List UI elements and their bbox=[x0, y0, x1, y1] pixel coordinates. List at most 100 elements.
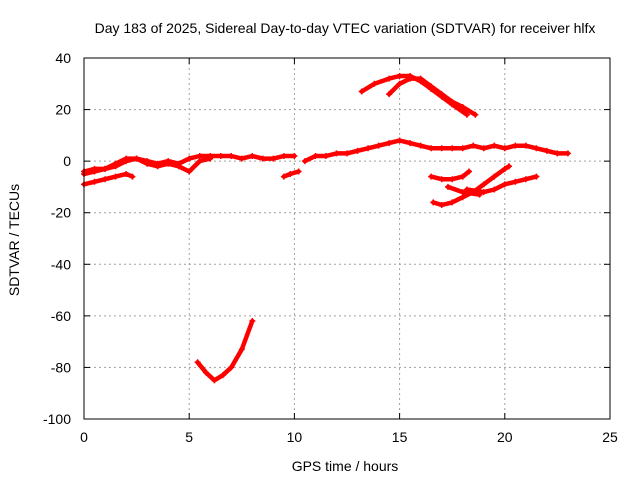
x-tick-label: 20 bbox=[497, 429, 513, 445]
data-point bbox=[144, 160, 151, 167]
data-point bbox=[564, 150, 571, 157]
data-point bbox=[295, 168, 302, 175]
data-point bbox=[322, 152, 329, 159]
data-point bbox=[344, 150, 350, 157]
data-point bbox=[438, 91, 445, 98]
data-point bbox=[459, 173, 466, 180]
data-point bbox=[417, 75, 424, 82]
x-tick-label: 10 bbox=[287, 429, 303, 445]
data-point bbox=[228, 152, 235, 159]
data-point bbox=[554, 150, 561, 157]
data-point bbox=[154, 163, 161, 170]
y-tick-label: -100 bbox=[43, 411, 71, 427]
data-point bbox=[463, 111, 470, 118]
data-point bbox=[287, 171, 294, 178]
data-point bbox=[501, 181, 508, 188]
data-point bbox=[459, 194, 466, 201]
data-point bbox=[522, 176, 529, 183]
series-track-main-2 bbox=[81, 155, 214, 178]
data-point bbox=[407, 140, 414, 147]
data-point bbox=[194, 359, 201, 366]
data-point bbox=[196, 158, 203, 165]
data-point bbox=[396, 137, 403, 144]
data-point bbox=[333, 150, 340, 157]
data-point bbox=[407, 75, 414, 82]
data-point bbox=[533, 145, 540, 152]
data-point bbox=[438, 176, 445, 183]
data-point bbox=[249, 152, 256, 159]
data-point bbox=[512, 142, 519, 149]
data-point bbox=[301, 158, 308, 165]
data-point bbox=[123, 155, 130, 162]
y-tick-label: -80 bbox=[51, 359, 71, 375]
data-point bbox=[386, 75, 393, 82]
data-point bbox=[449, 176, 456, 183]
data-point bbox=[449, 98, 456, 105]
data-point bbox=[129, 173, 136, 180]
x-axis-label: GPS time / hours bbox=[292, 458, 399, 474]
series-track-mid bbox=[301, 137, 571, 165]
data-point bbox=[203, 369, 210, 376]
data-point bbox=[186, 155, 193, 162]
data-point bbox=[112, 173, 119, 180]
data-point bbox=[470, 142, 477, 149]
data-point bbox=[512, 178, 519, 185]
data-point bbox=[270, 155, 277, 162]
series-curve-low bbox=[194, 318, 256, 384]
data-point bbox=[175, 163, 182, 170]
data-point bbox=[522, 142, 529, 149]
data-point bbox=[375, 142, 382, 149]
data-point bbox=[444, 183, 451, 190]
data-point bbox=[459, 189, 466, 196]
data-point bbox=[207, 155, 214, 162]
data-point bbox=[480, 189, 487, 196]
data-point bbox=[480, 181, 487, 188]
data-point bbox=[280, 173, 287, 180]
chart-title: Day 183 of 2025, Sidereal Day-to-day VTE… bbox=[95, 20, 596, 36]
data-point bbox=[102, 165, 109, 172]
data-point bbox=[365, 145, 372, 152]
data-point bbox=[102, 176, 109, 183]
x-tick-label: 15 bbox=[392, 429, 408, 445]
data-point bbox=[123, 171, 130, 178]
data-point bbox=[280, 152, 287, 159]
data-point bbox=[417, 142, 424, 149]
data-point bbox=[449, 199, 456, 206]
data-point bbox=[133, 155, 140, 162]
series-line bbox=[81, 171, 135, 187]
data-point bbox=[491, 186, 498, 193]
data-point bbox=[533, 173, 540, 180]
y-tick-label: -60 bbox=[51, 308, 71, 324]
data-point bbox=[480, 145, 487, 152]
y-tick-label: -20 bbox=[51, 205, 71, 221]
y-tick-label: 40 bbox=[55, 50, 71, 66]
data-point bbox=[291, 152, 298, 159]
data-point bbox=[506, 163, 513, 170]
data-point bbox=[491, 142, 498, 149]
data-point bbox=[371, 80, 378, 87]
data-point bbox=[396, 73, 403, 80]
data-point bbox=[428, 145, 435, 152]
data-point bbox=[476, 191, 483, 198]
data-point bbox=[501, 145, 508, 152]
data-point bbox=[228, 364, 235, 371]
data-point bbox=[386, 140, 393, 147]
y-tick-label: 20 bbox=[55, 102, 71, 118]
data-point bbox=[312, 152, 319, 159]
x-tick-label: 5 bbox=[185, 429, 193, 445]
data-point bbox=[430, 199, 437, 206]
data-point bbox=[238, 346, 245, 353]
data-point bbox=[449, 145, 456, 152]
data-point bbox=[386, 91, 393, 98]
y-tick-label: 0 bbox=[63, 153, 71, 169]
data-point bbox=[543, 147, 550, 154]
data-point bbox=[358, 88, 365, 95]
data-point bbox=[459, 103, 466, 110]
series-line bbox=[302, 138, 571, 164]
data-point bbox=[238, 155, 245, 162]
x-tick-label: 0 bbox=[80, 429, 88, 445]
data-point bbox=[491, 173, 498, 180]
data-point bbox=[249, 318, 256, 325]
data-point bbox=[428, 83, 435, 90]
data-point bbox=[466, 168, 473, 175]
